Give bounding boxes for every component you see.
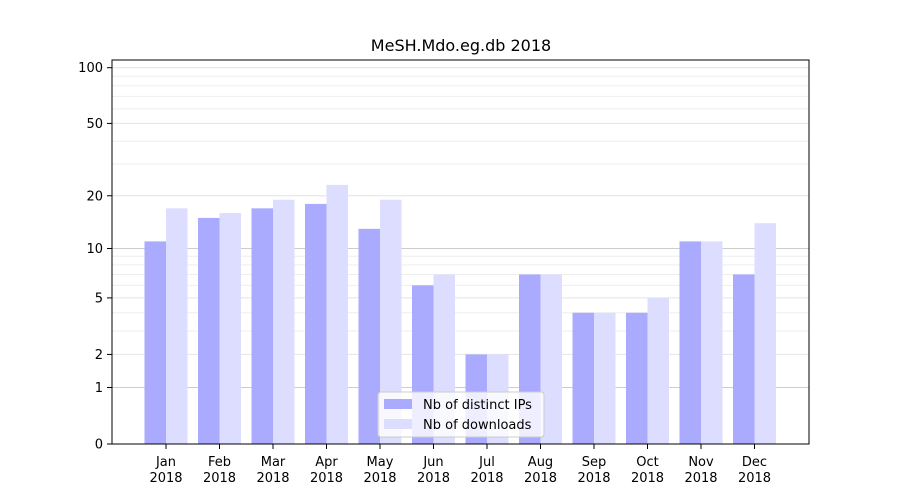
x-tick-label-year: 2018 <box>203 471 236 486</box>
plot-frame <box>111 59 810 445</box>
bar-distinct-ips <box>198 217 220 444</box>
legend: Nb of distinct IPs Nb of downloads <box>377 391 545 438</box>
x-tick-label-year: 2018 <box>149 471 182 486</box>
bar-distinct-ips <box>358 228 380 444</box>
x-tick-label-month: Sep <box>582 455 607 470</box>
y-tick-label: 100 <box>78 61 103 76</box>
x-tick-label-month: Oct <box>636 455 658 470</box>
bar-distinct-ips <box>251 208 273 444</box>
x-tick-label-year: 2018 <box>631 471 664 486</box>
x-tick-label-month: Feb <box>208 455 231 470</box>
y-tick-label: 0 <box>95 438 103 453</box>
x-axis: Jan2018Feb2018Mar2018Apr2018May2018Jun20… <box>149 444 771 486</box>
x-tick-label-year: 2018 <box>470 471 503 486</box>
x-tick-label-year: 2018 <box>524 471 557 486</box>
x-tick-label-month: Dec <box>742 455 767 470</box>
bar-distinct-ips <box>626 312 648 444</box>
bar-distinct-ips <box>679 241 701 444</box>
x-tick-label-year: 2018 <box>256 471 289 486</box>
x-tick-label-month: Jan <box>155 455 176 470</box>
bar-downloads <box>273 199 295 444</box>
x-tick-label-month: Jul <box>478 455 495 470</box>
x-tick-label-month: Mar <box>261 455 286 470</box>
y-tick-label: 10 <box>86 242 103 257</box>
y-tick-label: 1 <box>95 381 103 396</box>
legend-box <box>377 391 545 438</box>
bar-downloads <box>326 184 348 444</box>
bar-downloads <box>380 199 402 444</box>
legend-label: Nb of downloads <box>423 418 532 433</box>
bar-downloads <box>166 208 188 444</box>
x-tick-label-year: 2018 <box>363 471 396 486</box>
bar-distinct-ips <box>733 274 755 444</box>
bar-distinct-ips <box>305 203 327 444</box>
bar-downloads <box>647 297 669 444</box>
legend-label: Nb of distinct IPs <box>423 398 532 413</box>
bar-distinct-ips <box>572 312 594 444</box>
y-tick-label: 2 <box>95 348 103 363</box>
x-tick-label-month: Nov <box>688 455 714 470</box>
x-tick-label-year: 2018 <box>417 471 450 486</box>
y-axis: 0 1 2 5 10 20 50 100 <box>78 61 112 453</box>
bar-downloads <box>754 223 776 444</box>
x-tick-label-year: 2018 <box>738 471 771 486</box>
chart-title: MeSH.Mdo.eg.db 2018 <box>371 36 551 55</box>
y-tick-label: 20 <box>86 189 103 204</box>
bar-downloads <box>540 274 562 444</box>
x-tick-label-month: Aug <box>528 455 553 470</box>
bar-downloads <box>219 212 241 444</box>
legend-swatch <box>384 399 412 409</box>
bar-distinct-ips <box>144 241 166 444</box>
x-tick-label-year: 2018 <box>684 471 717 486</box>
y-tick-label: 5 <box>95 291 103 306</box>
x-tick-label-month: May <box>367 455 394 470</box>
bar-downloads <box>594 312 616 444</box>
x-tick-label-year: 2018 <box>310 471 343 486</box>
x-tick-label-month: Jun <box>422 455 443 470</box>
legend-swatch <box>384 419 412 429</box>
y-tick-label: 50 <box>86 117 103 132</box>
x-tick-label-month: Apr <box>315 455 338 470</box>
bar-downloads <box>701 241 723 444</box>
x-tick-label-year: 2018 <box>577 471 610 486</box>
